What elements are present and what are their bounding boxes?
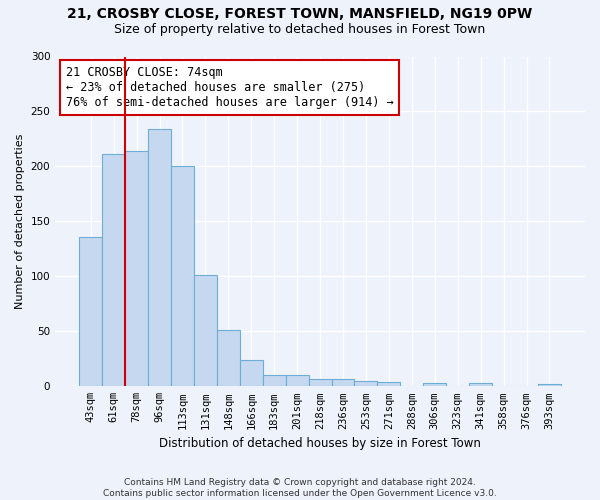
X-axis label: Distribution of detached houses by size in Forest Town: Distribution of detached houses by size …: [159, 437, 481, 450]
Bar: [355, 381, 377, 386]
Bar: [538, 384, 561, 386]
Bar: [217, 330, 240, 386]
Bar: [469, 383, 492, 386]
Bar: [423, 383, 446, 386]
Bar: [263, 376, 286, 386]
Bar: [79, 237, 102, 386]
Bar: [240, 360, 263, 386]
Y-axis label: Number of detached properties: Number of detached properties: [15, 134, 25, 309]
Text: 21 CROSBY CLOSE: 74sqm
← 23% of detached houses are smaller (275)
76% of semi-de: 21 CROSBY CLOSE: 74sqm ← 23% of detached…: [66, 66, 394, 110]
Bar: [148, 129, 171, 386]
Text: Size of property relative to detached houses in Forest Town: Size of property relative to detached ho…: [115, 22, 485, 36]
Bar: [286, 376, 308, 386]
Bar: [194, 276, 217, 386]
Text: Contains HM Land Registry data © Crown copyright and database right 2024.
Contai: Contains HM Land Registry data © Crown c…: [103, 478, 497, 498]
Bar: [171, 166, 194, 386]
Bar: [332, 378, 355, 386]
Bar: [102, 154, 125, 386]
Bar: [377, 382, 400, 386]
Bar: [308, 378, 332, 386]
Bar: [125, 151, 148, 386]
Text: 21, CROSBY CLOSE, FOREST TOWN, MANSFIELD, NG19 0PW: 21, CROSBY CLOSE, FOREST TOWN, MANSFIELD…: [67, 8, 533, 22]
